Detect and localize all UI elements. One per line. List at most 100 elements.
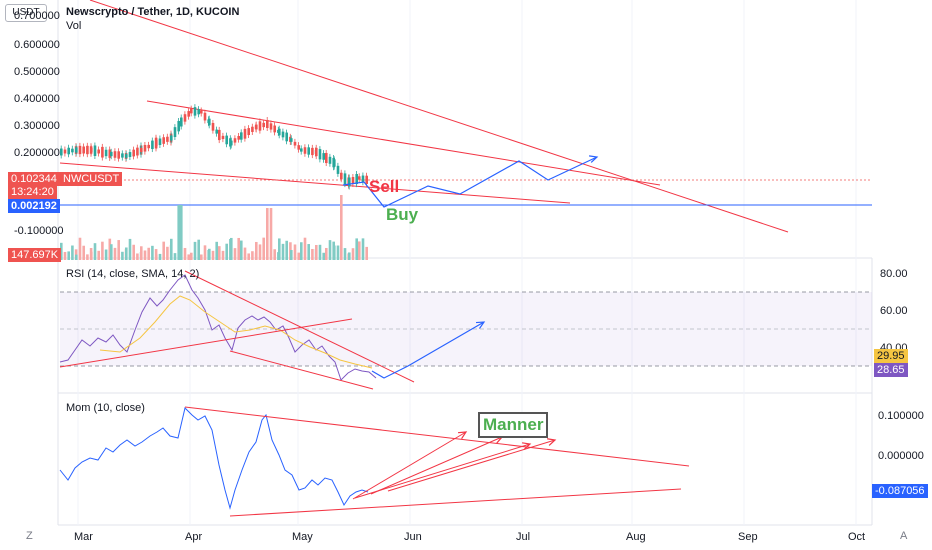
candlestick — [177, 120, 180, 132]
volume-bar — [340, 195, 343, 260]
rsi-value-tag: 28.65 — [874, 363, 908, 377]
candlestick — [140, 147, 143, 153]
volume-bar — [328, 240, 332, 260]
candlestick — [162, 137, 165, 144]
candlestick — [143, 144, 147, 152]
candlestick — [211, 122, 215, 131]
candlestick — [208, 118, 211, 126]
mom-tick: 0.000000 — [878, 450, 924, 462]
candlestick — [117, 151, 120, 159]
rsi-trend-down — [184, 270, 415, 383]
candlestick — [125, 154, 128, 158]
candlestick — [293, 141, 297, 146]
candlestick — [218, 129, 221, 141]
mom-arrow-4 — [354, 443, 531, 499]
momentum-line — [59, 407, 369, 510]
volume-bar — [215, 241, 218, 260]
candlestick — [183, 114, 187, 122]
rsi-projection-arrowhead — [475, 321, 486, 329]
candlestick — [251, 126, 254, 132]
candlestick — [173, 127, 177, 138]
candlestick — [355, 174, 358, 185]
candlestick — [93, 145, 97, 156]
volume-bar — [162, 241, 165, 260]
volume-bar — [281, 243, 285, 260]
time-label: Oct — [848, 531, 866, 543]
candlestick — [269, 123, 273, 130]
volume-bar — [147, 247, 150, 260]
candlestick — [328, 156, 332, 164]
auto-scale-icon[interactable]: A — [900, 530, 908, 542]
volume-bar — [113, 247, 117, 260]
volume-bar — [108, 238, 112, 260]
candlestick — [348, 177, 351, 187]
candlestick — [243, 128, 247, 139]
candlestick — [343, 173, 347, 185]
volume-bar — [237, 237, 240, 260]
rsi-projection — [371, 321, 485, 379]
volume-bar — [233, 248, 237, 260]
volume-bar — [140, 246, 143, 260]
candlestick — [197, 109, 200, 115]
mom-arrowhead — [547, 438, 557, 446]
volume-bar — [358, 241, 361, 260]
candlestick — [60, 148, 63, 156]
volume-bar — [190, 252, 193, 260]
volume-bar — [166, 246, 169, 260]
candlestick — [132, 149, 135, 157]
candlestick — [247, 128, 250, 136]
volume-bar — [101, 241, 104, 260]
volume-bar — [218, 246, 221, 260]
mom-arrowhead — [522, 442, 532, 450]
volume-bar — [351, 248, 355, 260]
volume-bar — [336, 245, 340, 260]
candlestick — [67, 147, 70, 155]
mom-tick: 0.100000 — [878, 410, 924, 422]
time-label: Jul — [516, 531, 531, 543]
volume-bar — [240, 240, 243, 260]
currency-button[interactable]: USDT — [5, 4, 47, 22]
candlestick — [307, 147, 310, 155]
volume-bar — [183, 247, 187, 260]
price-tick: 0.400000 — [14, 93, 60, 105]
candlestick — [361, 175, 365, 183]
volume-bar — [63, 251, 67, 260]
time-label: Jun — [404, 531, 422, 543]
candlestick — [240, 132, 243, 140]
candlestick — [71, 148, 74, 153]
candlestick — [90, 147, 93, 153]
countdown-tag: 13:24:20 — [8, 185, 57, 199]
zoom-icon[interactable]: Z — [26, 530, 33, 542]
candlestick — [262, 122, 265, 128]
candlestick — [193, 107, 197, 116]
candlestick — [155, 139, 158, 147]
projection-path — [342, 156, 598, 208]
mom-legend: Mom (10, close) — [66, 402, 145, 414]
volume-bar — [117, 240, 120, 260]
volume-bar — [177, 205, 180, 260]
volume-bar — [200, 254, 203, 260]
volume-bar — [187, 254, 190, 260]
volume-bar — [180, 205, 183, 260]
last-price-tag: 0.102344 — [8, 172, 60, 186]
volume-bar — [290, 250, 293, 260]
volume-bar — [151, 245, 154, 260]
volume-bar — [273, 249, 276, 260]
candlestick — [233, 138, 237, 143]
candlestick — [230, 140, 233, 146]
volume-bar — [266, 208, 269, 260]
candlestick — [187, 111, 190, 117]
volume-value-tag: 147.697K — [8, 248, 62, 262]
volume-bar — [343, 248, 347, 260]
price-tick: -0.100000 — [14, 225, 64, 237]
mom-value-tag: -0.087056 — [872, 484, 928, 498]
symbol-tag: NWCUSDT — [60, 172, 123, 186]
volume-bar — [303, 237, 307, 260]
candlestick — [258, 121, 262, 131]
candlestick — [200, 110, 203, 114]
rsi-sma-value-tag: 29.95 — [874, 349, 908, 363]
volume-bar — [71, 245, 74, 260]
horizontal-line-value-tag: 0.002192 — [8, 199, 60, 213]
sell-label: Sell — [369, 177, 400, 196]
